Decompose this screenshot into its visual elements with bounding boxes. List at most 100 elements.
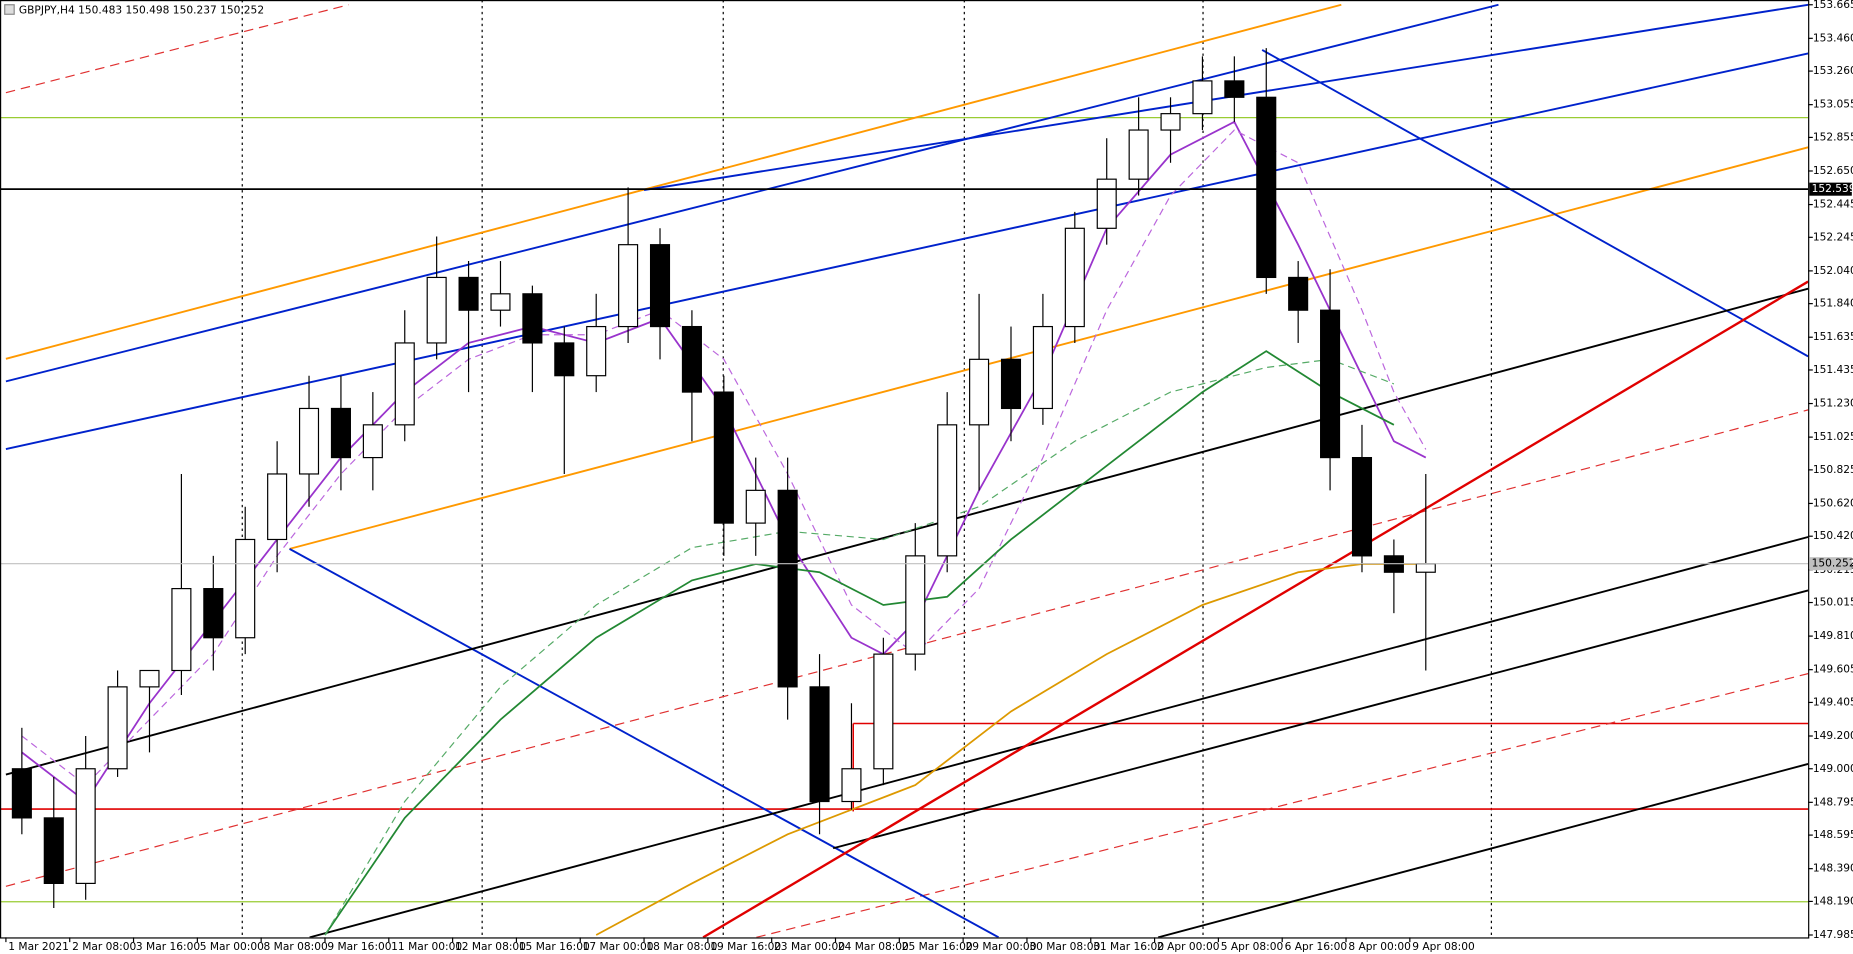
candle-body bbox=[777, 489, 798, 688]
candle-body bbox=[298, 407, 320, 475]
candle-body bbox=[586, 325, 607, 377]
trend-line bbox=[5, 3, 1499, 383]
candle-body bbox=[522, 293, 543, 344]
moving-average bbox=[324, 358, 1395, 936]
x-tick-label: 1 Mar 2021 bbox=[8, 940, 69, 953]
trend-line bbox=[1157, 762, 1809, 938]
candle-body bbox=[713, 391, 734, 524]
y-tick-label: 151.635 bbox=[1813, 330, 1853, 343]
y-tick-label: 151.025 bbox=[1813, 430, 1853, 443]
moving-average bbox=[595, 563, 1426, 936]
candle-body bbox=[75, 768, 96, 884]
y-tick-label: 150.015 bbox=[1813, 596, 1853, 609]
candle-body bbox=[43, 817, 64, 884]
candle-body bbox=[1415, 563, 1436, 573]
x-tick-label: 8 Apr 00:00 bbox=[1348, 940, 1411, 953]
candle-body bbox=[11, 768, 32, 819]
y-tick-label: 149.000 bbox=[1813, 762, 1853, 775]
y-tick-label: 152.855 bbox=[1813, 130, 1853, 143]
candle-body bbox=[1000, 358, 1022, 410]
candle-body bbox=[841, 768, 862, 803]
y-tick-label: 147.985 bbox=[1813, 928, 1853, 941]
y-tick-label: 149.605 bbox=[1813, 663, 1853, 676]
y-tick-label: 153.260 bbox=[1813, 64, 1853, 77]
price-label: 150.252 bbox=[1812, 557, 1853, 570]
candle-body bbox=[426, 276, 447, 344]
y-tick-label: 150.620 bbox=[1813, 496, 1853, 509]
candle-body bbox=[267, 473, 288, 541]
price-label-box bbox=[1809, 182, 1852, 196]
x-tick-label: 31 Mar 16:00 bbox=[1093, 940, 1164, 953]
x-tick-label: 23 Mar 00:00 bbox=[774, 940, 845, 953]
x-tick-label: 5 Apr 08:00 bbox=[1221, 940, 1284, 953]
candle-body bbox=[458, 276, 479, 311]
y-tick-label: 148.190 bbox=[1813, 894, 1853, 907]
candle-body bbox=[171, 588, 192, 672]
candle-body bbox=[394, 342, 415, 426]
y-tick-label: 149.405 bbox=[1813, 695, 1853, 708]
candle-body bbox=[490, 293, 511, 311]
trend-line bbox=[5, 52, 1809, 451]
symbol-icon bbox=[4, 4, 15, 15]
trend-line bbox=[756, 673, 1809, 938]
candle-body bbox=[937, 424, 958, 557]
x-tick-label: 3 Mar 16:00 bbox=[136, 940, 200, 953]
candle-body bbox=[1192, 80, 1213, 115]
x-tick-label: 15 Mar 16:00 bbox=[519, 940, 590, 953]
chart-title: GBPJPY,H4 150.483 150.498 150.237 150.25… bbox=[19, 4, 264, 17]
candle-body bbox=[139, 669, 160, 688]
y-tick-label: 153.665 bbox=[1813, 0, 1853, 11]
y-tick-label: 153.055 bbox=[1813, 98, 1853, 111]
x-tick-label: 19 Mar 16:00 bbox=[710, 940, 781, 953]
y-tick-label: 153.460 bbox=[1813, 31, 1853, 44]
trend-line bbox=[309, 536, 1809, 938]
candle-body bbox=[1320, 309, 1341, 459]
candle-body bbox=[1128, 129, 1149, 180]
price-label-box bbox=[1809, 557, 1852, 571]
x-tick-label: 6 Apr 16:00 bbox=[1285, 940, 1348, 953]
y-tick-label: 148.390 bbox=[1813, 862, 1853, 875]
x-tick-label: 25 Mar 16:00 bbox=[902, 940, 973, 953]
candle-body bbox=[235, 538, 256, 639]
x-tick-label: 2 Apr 00:00 bbox=[1157, 940, 1220, 953]
y-tick-label: 150.825 bbox=[1813, 463, 1853, 476]
candle-body bbox=[1224, 80, 1245, 98]
candle-body bbox=[362, 424, 383, 459]
y-tick-label: 151.435 bbox=[1813, 363, 1853, 376]
candle-body bbox=[330, 407, 351, 459]
y-tick-label: 148.795 bbox=[1813, 795, 1853, 808]
x-tick-label: 5 Mar 00:00 bbox=[200, 940, 264, 953]
y-tick-label: 152.245 bbox=[1813, 230, 1853, 243]
x-tick-label: 9 Apr 08:00 bbox=[1412, 940, 1475, 953]
y-tick-label: 151.840 bbox=[1813, 297, 1853, 310]
y-tick-label: 148.595 bbox=[1813, 828, 1853, 841]
candle-body bbox=[905, 555, 926, 655]
x-tick-label: 17 Mar 00:00 bbox=[583, 940, 654, 953]
moving-average bbox=[21, 129, 1427, 786]
candle-body bbox=[873, 653, 894, 770]
price-label: 152.539 bbox=[1812, 182, 1853, 195]
candle-body bbox=[107, 686, 128, 770]
x-tick-label: 8 Mar 08:00 bbox=[264, 940, 328, 953]
y-tick-label: 149.810 bbox=[1813, 629, 1853, 642]
candle-body bbox=[554, 342, 575, 377]
trend-line bbox=[1261, 49, 1809, 358]
y-tick-label: 152.650 bbox=[1813, 164, 1853, 177]
candle-body bbox=[618, 244, 639, 328]
candle-body bbox=[1288, 276, 1309, 311]
x-tick-label: 24 Mar 08:00 bbox=[838, 940, 909, 953]
period-separators bbox=[241, 0, 1492, 938]
series-layer bbox=[0, 48, 1809, 936]
trend-line bbox=[832, 589, 1809, 850]
candle-body bbox=[809, 686, 830, 803]
candle-body bbox=[203, 588, 224, 639]
x-tick-label: 9 Mar 16:00 bbox=[327, 940, 391, 953]
axes: 153.665 153.460 153.260 153.055 152.855 152.6… bbox=[5, 0, 1853, 953]
candle-body bbox=[1032, 325, 1053, 410]
candle-body bbox=[745, 489, 766, 524]
trend-line bbox=[5, 4, 349, 94]
x-tick-label: 18 Mar 08:00 bbox=[646, 940, 717, 953]
plot-frame bbox=[0, 0, 1810, 939]
